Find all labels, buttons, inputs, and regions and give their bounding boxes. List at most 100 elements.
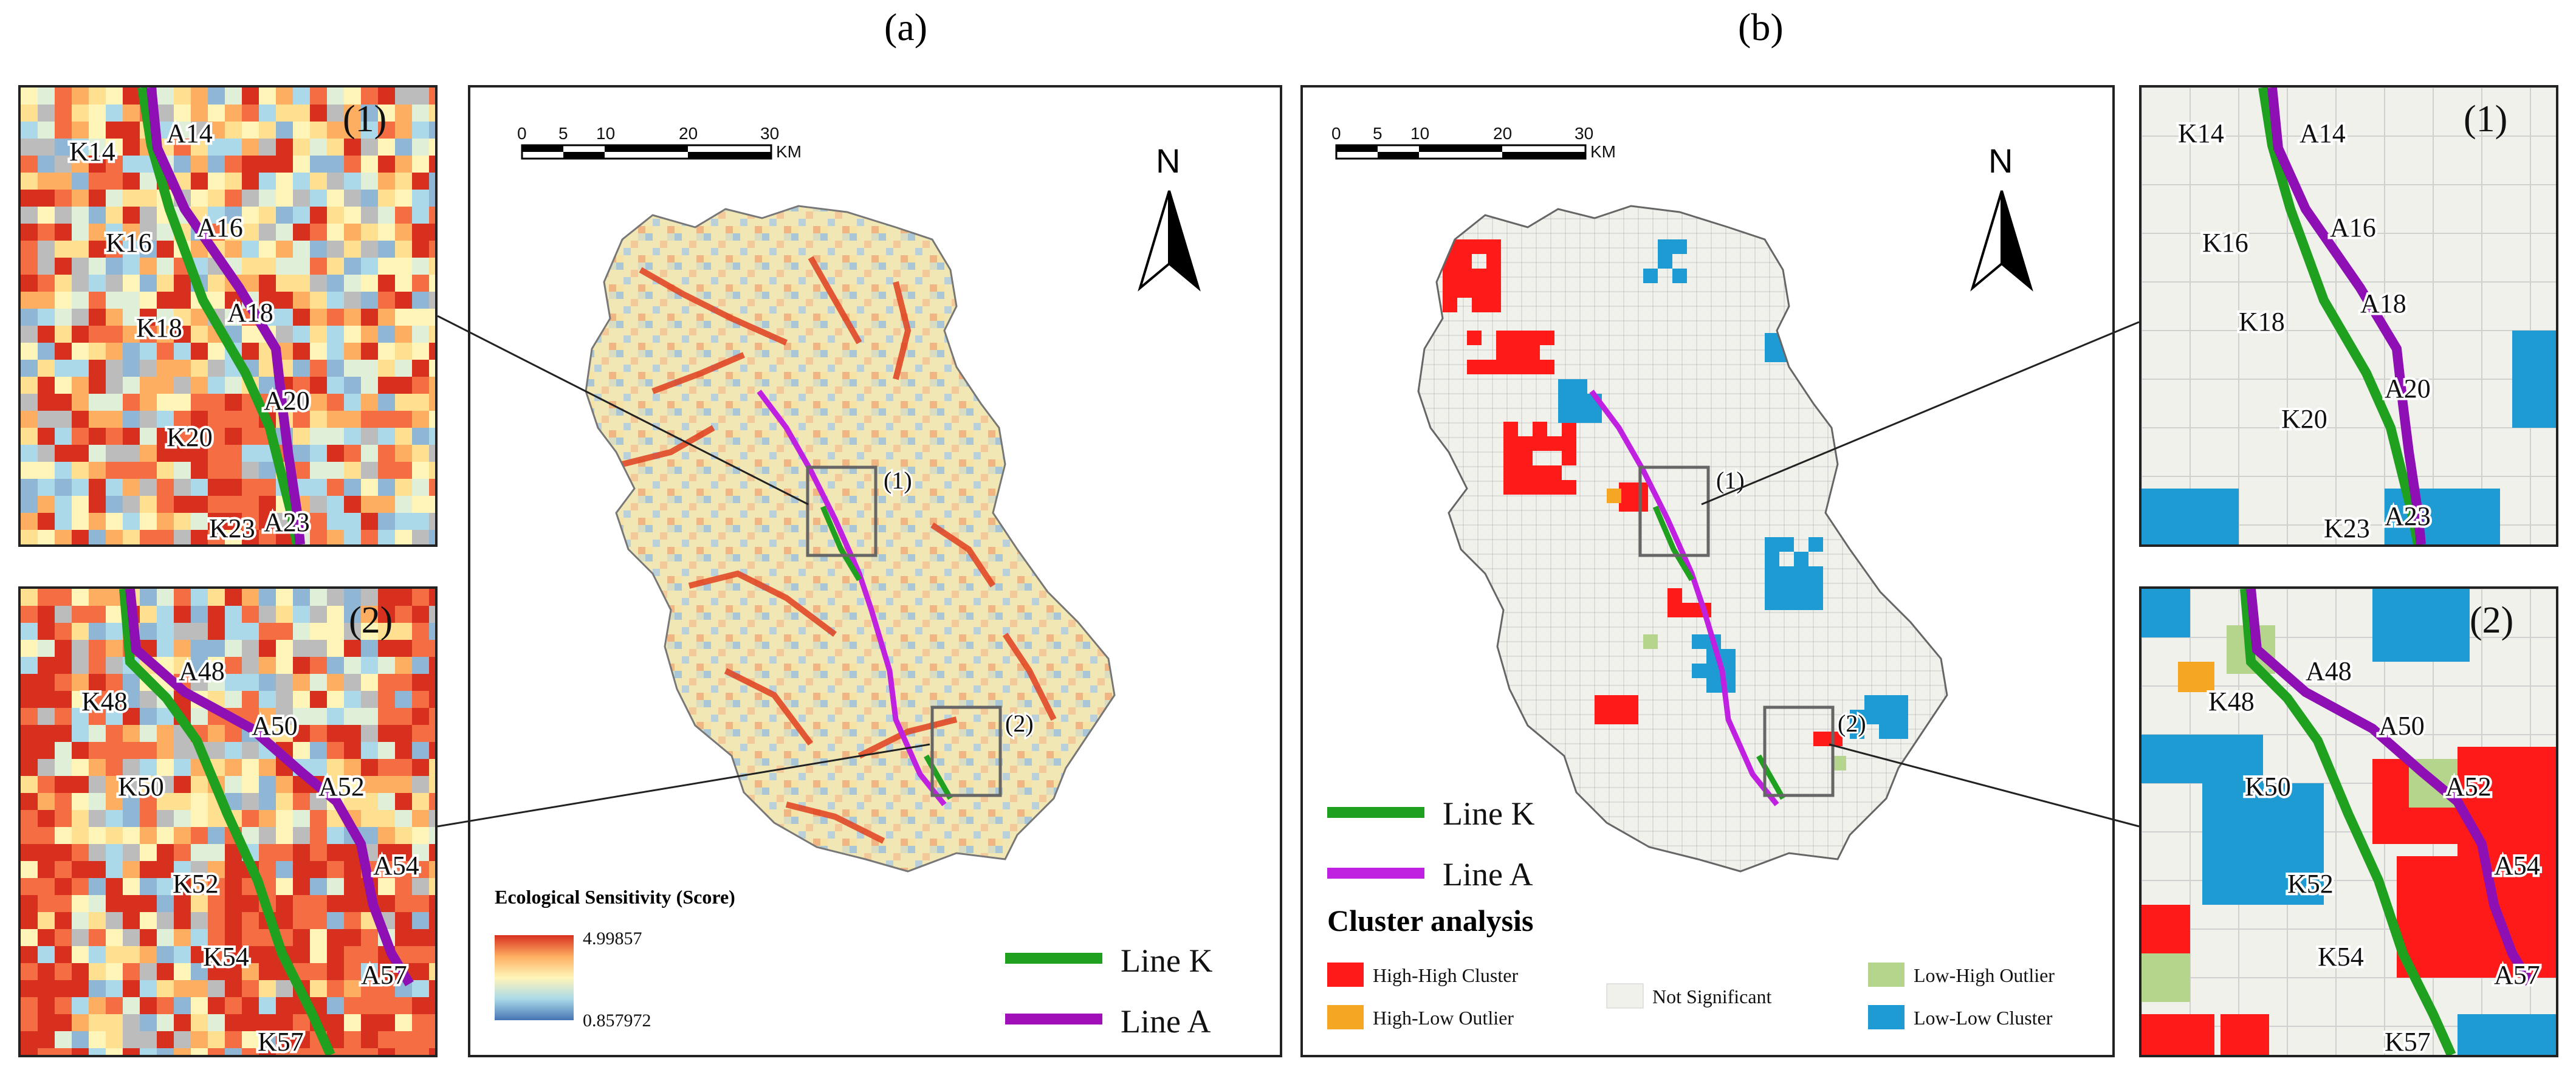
zoom-box-2-label: (2) (1838, 710, 1866, 737)
line-a-path (146, 88, 305, 544)
legend-hh-swatch (1327, 963, 1364, 987)
map-b-frame: 0 5 10 20 30 KM N (1) (2) Line K Line A (1300, 85, 2115, 1057)
station-label-a: A54 (2494, 851, 2540, 880)
north-arrow-icon: N (1970, 142, 2033, 292)
legend-b-title: Cluster analysis (1327, 904, 1533, 938)
station-label-k: K54 (203, 942, 249, 972)
scale-tick-0: 0 (1331, 124, 1341, 143)
scale-bar: 0 5 10 20 30 KM (517, 124, 802, 161)
station-label-a: A18 (227, 298, 273, 328)
ll-cell (2512, 331, 2556, 428)
scale-bar: 0 5 10 20 30 KM (1331, 124, 1616, 161)
station-label-a: A57 (2494, 960, 2540, 990)
inset-b1-number: (1) (2464, 98, 2507, 140)
scale-tick-5: 5 (1373, 124, 1382, 143)
inset-b2: K48 K50 K52 K54 K57 A48 A50 A52 A54 A57 (2) (2139, 586, 2558, 1057)
station-label-a: A14 (167, 118, 213, 148)
legend-ll-label: Low-Low Cluster (1914, 1007, 2053, 1029)
line-k-path (119, 589, 335, 1055)
station-label-k: K57 (2385, 1027, 2431, 1055)
inset-a2-number: (2) (349, 600, 393, 641)
station-label-a: A54 (373, 851, 419, 880)
line-a-path (2246, 589, 2535, 987)
inset-a2-map: K48 K50 K52 K54 K57 A48 A50 A52 A54 A57 (2) (21, 589, 435, 1055)
station-label-k: K52 (2287, 869, 2334, 899)
station-label-a: A50 (2379, 711, 2425, 741)
zoom-box-2 (930, 705, 1002, 797)
cluster-cells (2142, 589, 2556, 1055)
ll-cell (2142, 489, 2239, 544)
inset-b1: K14 K16 K18 K20 K23 A14 A16 A18 A20 A23 (1) (2139, 85, 2558, 547)
station-label-a: A18 (2360, 289, 2406, 318)
legend-line-k-label: Line K (1121, 942, 1212, 979)
line-k-path (1652, 506, 1694, 582)
station-label-k: K23 (2324, 513, 2370, 543)
scale-tick-30: 30 (760, 124, 779, 143)
scale-tick-30: 30 (1575, 124, 1593, 143)
station-label-a: A52 (318, 772, 365, 801)
map-a-frame: 0 5 10 20 30 KM N (1) (2) Ecological Sen… (468, 85, 1282, 1057)
line-k-path (1756, 754, 1785, 800)
line-k-path (924, 754, 953, 800)
station-label-k: K52 (173, 869, 219, 899)
legend-a-colorbar (495, 935, 574, 1020)
legend-line-a-label: Line A (1121, 1003, 1211, 1040)
station-label-a: A20 (264, 386, 310, 416)
legend-lh-label: Low-High Outlier (1914, 964, 2055, 986)
station-label-k: K23 (209, 513, 255, 543)
scale-unit: KM (776, 142, 802, 161)
station-label-k: K16 (2202, 228, 2248, 258)
line-a-path (125, 589, 414, 987)
inset-a1-map: K14 K16 K18 K20 K23 A14 A16 A18 A20 A23 (1) (21, 88, 435, 544)
scale-tick-10: 10 (596, 124, 615, 143)
legend-a-min: 0.857972 (583, 1011, 651, 1031)
line-a-path (1589, 390, 1779, 806)
north-label: N (1156, 142, 1180, 180)
station-label-k: K20 (2281, 404, 2327, 434)
zoom-box-1 (1638, 465, 1710, 557)
legend-line-a-label: Line A (1443, 856, 1533, 893)
map-b: 0 5 10 20 30 KM N (1) (2) Line K Line A (1327, 124, 2055, 1029)
legend-lh-swatch (1868, 963, 1905, 987)
station-label-k: K54 (2318, 942, 2364, 972)
line-a-path (757, 390, 947, 806)
station-label-k: K20 (167, 422, 213, 452)
station-label-k: K18 (2239, 307, 2285, 337)
station-label-k: K48 (81, 687, 128, 716)
inset-a1-number: (1) (343, 98, 386, 140)
station-label-k: K48 (2208, 687, 2255, 716)
legend-ll-swatch (1868, 1005, 1905, 1029)
legend-hl-swatch (1327, 1005, 1364, 1029)
station-label-a: A23 (2385, 501, 2431, 531)
inset-a1: K14 K16 K18 K20 K23 A14 A16 A18 A20 A23 (1) (18, 85, 438, 547)
station-label-a: A16 (197, 213, 243, 242)
station-label-a: A23 (264, 507, 310, 537)
inset-b2-number: (2) (2470, 600, 2513, 641)
scale-tick-10: 10 (1410, 124, 1429, 143)
zoom-box-2 (1763, 705, 1835, 797)
scale-tick-20: 20 (679, 124, 698, 143)
station-label-k: K18 (136, 313, 182, 343)
panel-a-title: (a) (884, 5, 928, 49)
map-a: 0 5 10 20 30 KM N (1) (2) Ecological Sen… (495, 124, 1212, 1040)
zoom-box-1 (806, 465, 878, 557)
line-a-path (2267, 88, 2426, 544)
legend-hl-label: High-Low Outlier (1373, 1007, 1514, 1029)
legend-ns-label: Not Significant (1652, 986, 1772, 1007)
legend-a-max: 4.99857 (583, 928, 642, 949)
inset-a2: K48 K50 K52 K54 K57 A48 A50 A52 A54 A57 (2) (18, 586, 438, 1057)
north-label: N (1988, 142, 2013, 180)
legend-hh-label: High-High Cluster (1373, 964, 1518, 986)
station-label-a: A16 (2330, 213, 2376, 242)
scale-tick-20: 20 (1493, 124, 1512, 143)
inset-b2-map: K48 K50 K52 K54 K57 A48 A50 A52 A54 A57 (2) (2142, 589, 2556, 1055)
station-label-k: K50 (118, 772, 164, 801)
scale-tick-0: 0 (517, 124, 527, 143)
line-k-path (2240, 589, 2456, 1055)
scale-unit: KM (1590, 142, 1616, 161)
zoom-box-1-label: (1) (884, 467, 912, 494)
legend-ns-swatch (1606, 983, 1644, 1009)
panel-b-title: (b) (1738, 5, 1784, 49)
